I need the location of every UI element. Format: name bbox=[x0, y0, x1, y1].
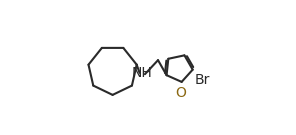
Text: NH: NH bbox=[132, 66, 152, 80]
Text: O: O bbox=[176, 86, 186, 100]
Text: Br: Br bbox=[194, 73, 210, 87]
